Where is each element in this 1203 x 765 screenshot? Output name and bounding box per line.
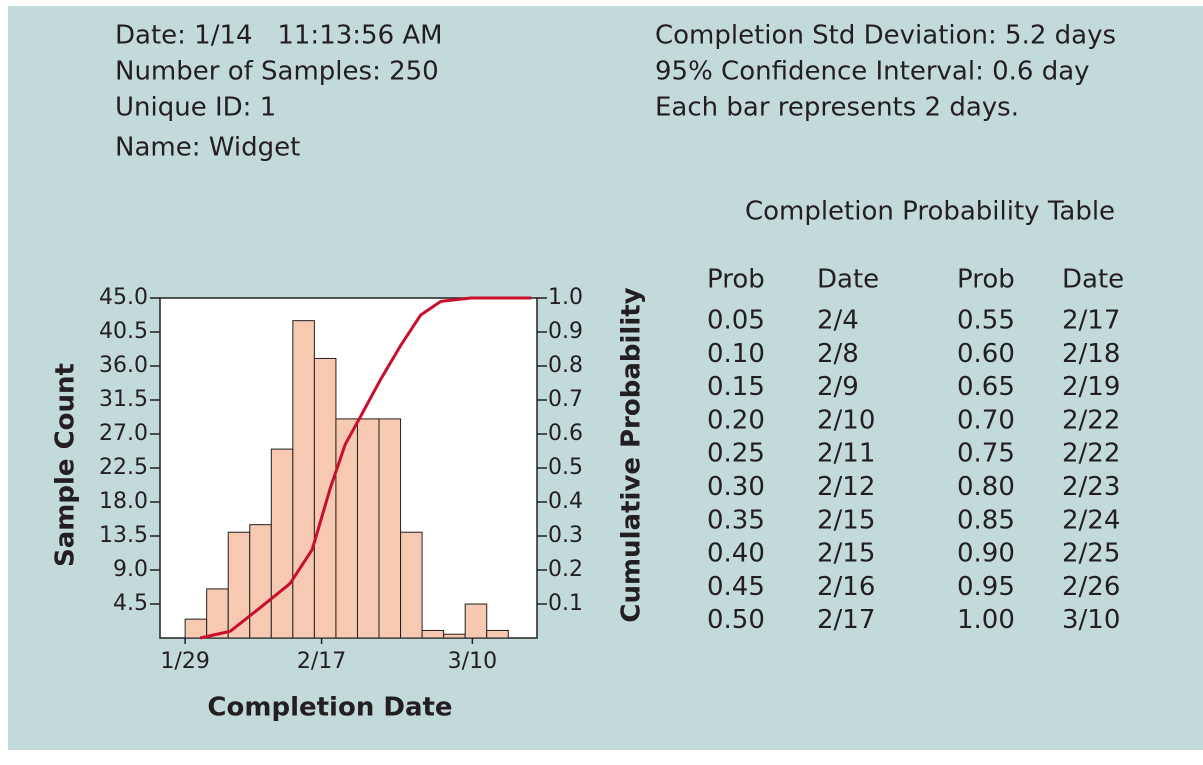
table-cell: 0.15: [707, 372, 765, 402]
x-tick-label: 2/17: [297, 649, 346, 674]
table-cell: 0.75: [957, 439, 1015, 469]
table-cell: 0.60: [957, 339, 1015, 369]
table-cell: 0.30: [707, 472, 765, 502]
info-line: Each bar represents 2 days.: [655, 93, 1019, 123]
table-header: Date: [1062, 265, 1124, 295]
table-cell: 3/10: [1062, 605, 1120, 635]
table-cell: 2/11: [817, 439, 875, 469]
bar: [378, 418, 402, 639]
table-cell: 0.70: [957, 405, 1015, 435]
table-cell: 2/22: [1062, 405, 1120, 435]
bar: [249, 524, 272, 639]
table-cell: 2/25: [1062, 539, 1120, 569]
x-tick-label: 1/29: [160, 649, 209, 674]
table-cell: 0.25: [707, 439, 765, 469]
y2-tick-label: 0.2: [548, 557, 583, 582]
y-tick-label: 31.5: [99, 387, 148, 412]
info-line: Completion Std Deviation: 5.2 days: [655, 21, 1116, 51]
table-cell: 0.80: [957, 472, 1015, 502]
bar: [184, 618, 208, 639]
bar: [292, 320, 315, 639]
table-cell: 2/24: [1062, 505, 1120, 535]
table-cell: 0.55: [957, 306, 1015, 336]
table-cell: 2/23: [1062, 472, 1120, 502]
table-cell: 0.90: [957, 539, 1015, 569]
info-line: Name: Widget: [115, 133, 300, 163]
bar: [227, 531, 251, 639]
y2-tick-label: 1.0: [548, 285, 583, 310]
bar: [206, 588, 229, 639]
table-header: Date: [817, 265, 879, 295]
table-cell: 2/16: [817, 572, 875, 602]
y-tick-label: 36.0: [99, 353, 148, 378]
table-header: Prob: [957, 265, 1015, 295]
y-tick-label: 22.5: [99, 455, 148, 480]
x-axis-label: Completion Date: [207, 693, 452, 723]
table-cell: 2/26: [1062, 572, 1120, 602]
info-line: Unique ID: 1: [115, 93, 276, 123]
x-tick-label: 3/10: [448, 649, 497, 674]
y-tick-label: 4.5: [113, 591, 148, 616]
table-cell: 0.65: [957, 372, 1015, 402]
table-cell: 0.35: [707, 505, 765, 535]
y2-tick-label: 0.3: [548, 523, 583, 548]
table-title: Completion Probability Table: [745, 197, 1115, 227]
cumulative-line: [199, 296, 532, 640]
table-cell: 2/15: [817, 505, 875, 535]
table-cell: 0.50: [707, 605, 765, 635]
y-tick-label: 40.5: [99, 319, 148, 344]
bar: [356, 418, 380, 639]
bar: [443, 633, 466, 639]
y2-axis-label: Cumulative Probability: [617, 287, 647, 622]
table-cell: 0.20: [707, 405, 765, 435]
table-cell: 0.05: [707, 306, 765, 336]
table-cell: 2/12: [817, 472, 875, 502]
y-tick-label: 13.5: [99, 523, 148, 548]
bar: [313, 357, 337, 639]
info-line: 95% Confidence Interval: 0.6 day: [655, 57, 1090, 87]
bar: [421, 629, 445, 639]
table-cell: 2/22: [1062, 439, 1120, 469]
table-cell: 2/8: [817, 339, 859, 369]
y2-tick-label: 0.5: [548, 455, 583, 480]
table-cell: 2/17: [817, 605, 875, 635]
table-cell: 2/18: [1062, 339, 1120, 369]
table-cell: 2/10: [817, 405, 875, 435]
table-cell: 0.95: [957, 572, 1015, 602]
table-cell: 2/15: [817, 539, 875, 569]
y2-tick-label: 0.4: [548, 489, 583, 514]
table-cell: 0.10: [707, 339, 765, 369]
y-tick-label: 9.0: [113, 557, 148, 582]
y-tick-label: 45.0: [99, 285, 148, 310]
table-cell: 2/9: [817, 372, 859, 402]
table-cell: 0.40: [707, 539, 765, 569]
bar: [270, 448, 294, 639]
bar: [464, 603, 488, 639]
bar: [400, 531, 423, 639]
y2-tick-label: 0.1: [548, 591, 583, 616]
y2-tick-label: 0.6: [548, 421, 583, 446]
bar: [486, 629, 509, 639]
info-line: Number of Samples: 250: [115, 57, 439, 87]
table-cell: 1.00: [957, 605, 1015, 635]
info-line: Date: 1/14 11:13:56 AM: [115, 21, 443, 51]
table-cell: 0.45: [707, 572, 765, 602]
table-cell: 2/4: [817, 306, 859, 336]
y2-tick-label: 0.7: [548, 387, 583, 412]
table-header: Prob: [707, 265, 765, 295]
table-cell: 2/17: [1062, 306, 1120, 336]
bar: [335, 418, 358, 639]
y-tick-label: 27.0: [99, 421, 148, 446]
y-axis-label: Sample Count: [51, 363, 81, 567]
table-cell: 0.85: [957, 505, 1015, 535]
y2-tick-label: 0.8: [548, 353, 583, 378]
y-tick-label: 18.0: [99, 489, 148, 514]
table-cell: 2/19: [1062, 372, 1120, 402]
y2-tick-label: 0.9: [548, 319, 583, 344]
